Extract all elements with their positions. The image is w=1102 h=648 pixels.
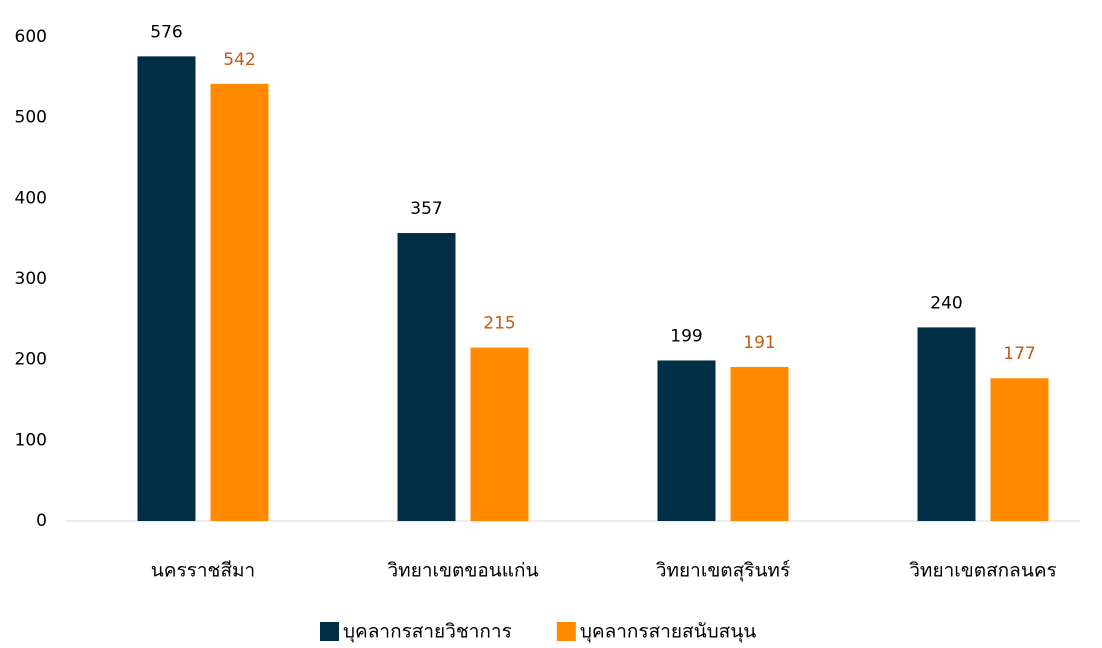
data-label: 576: [150, 22, 182, 42]
y-tick-label: 100: [15, 430, 47, 450]
x-tick-label: นครราชสีมา: [151, 560, 255, 582]
legend-label: บุคลากรสายสนับสนุน: [580, 621, 756, 644]
bar: [137, 56, 196, 522]
legend-swatch: [320, 622, 339, 641]
y-tick-label: 0: [36, 511, 47, 531]
y-tick-label: 600: [15, 27, 47, 47]
bar: [730, 366, 789, 521]
y-tick-label: 500: [15, 108, 47, 128]
bar: [397, 233, 456, 521]
bar: [210, 83, 269, 521]
bar: [990, 378, 1049, 521]
bar: [917, 327, 976, 521]
y-tick-label: 400: [15, 188, 47, 208]
legend-label: บุคลากรสายวิชาการ: [343, 621, 512, 644]
data-label: 542: [223, 50, 255, 70]
y-tick-label: 300: [15, 269, 47, 289]
data-label: 240: [930, 293, 962, 313]
x-tick-label: วิทยาเขตสุรินทร์: [655, 560, 790, 583]
data-label: 191: [743, 333, 775, 353]
data-label: 177: [1003, 344, 1035, 364]
data-label: 199: [670, 326, 702, 346]
data-label: 357: [410, 199, 442, 219]
bar: [657, 360, 716, 521]
bar: [470, 347, 529, 521]
data-label: 215: [483, 314, 515, 334]
y-tick-label: 200: [15, 350, 47, 370]
x-tick-label: วิทยาเขตสกลนคร: [909, 560, 1057, 582]
x-tick-label: วิทยาเขตขอนแก่น: [387, 560, 538, 582]
legend-swatch: [556, 622, 576, 641]
